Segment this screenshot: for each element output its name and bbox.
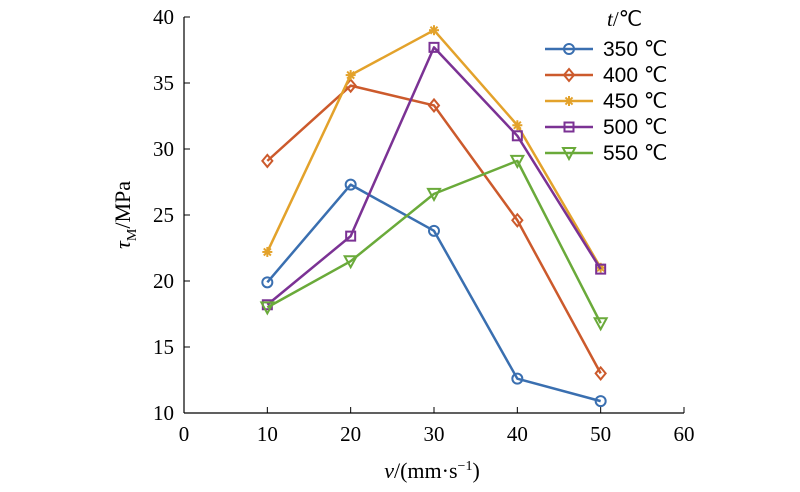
data-point xyxy=(259,301,276,316)
series-line xyxy=(266,159,602,324)
legend-label: 400 ℃ xyxy=(603,64,667,87)
y-axis-label: τM/MPa xyxy=(110,181,140,249)
legend-entry-3: 500 ℃ xyxy=(545,116,667,139)
x-tick-label: 40 xyxy=(507,422,528,446)
legend-label: 450 ℃ xyxy=(603,90,667,113)
data-point xyxy=(511,372,524,385)
data-point xyxy=(594,365,607,381)
x-tick-label: 20 xyxy=(340,422,361,446)
data-point xyxy=(428,224,440,237)
legend-entry-4: 550 ℃ xyxy=(545,142,667,165)
data-point xyxy=(426,187,442,202)
data-point xyxy=(428,41,440,53)
x-tick-label: 60 xyxy=(674,422,695,446)
data-point xyxy=(427,97,441,114)
series-4 xyxy=(259,154,609,332)
x-tick-label: 30 xyxy=(424,422,445,446)
data-point xyxy=(594,395,607,408)
asterisk-stroke xyxy=(263,247,272,257)
x-tick-label: 10 xyxy=(257,422,278,446)
data-point xyxy=(262,246,273,257)
legend-marker xyxy=(563,121,575,133)
y-tick-label: 25 xyxy=(153,203,174,227)
y-tick-label: 20 xyxy=(153,269,174,293)
data-point xyxy=(592,317,609,332)
x-tick-label: 0 xyxy=(179,422,190,446)
data-point xyxy=(345,230,357,242)
data-point xyxy=(342,255,359,270)
legend-marker xyxy=(564,96,574,106)
y-tick-label: 30 xyxy=(153,137,174,161)
asterisk-stroke xyxy=(429,25,439,35)
legend-entry-2: 450 ℃ xyxy=(545,90,667,113)
legend-marker xyxy=(561,147,577,162)
series-3 xyxy=(261,41,607,311)
asterisk-stroke xyxy=(346,70,355,80)
series-line xyxy=(266,84,602,374)
series-line xyxy=(266,183,601,403)
legend-marker xyxy=(563,43,575,55)
legend: 350 ℃ 400 ℃ 450 ℃ 500 ℃ 550 ℃ xyxy=(545,38,667,165)
data-point xyxy=(344,178,357,191)
data-point xyxy=(595,263,607,275)
data-point xyxy=(511,212,524,228)
legend-label: 550 ℃ xyxy=(603,142,667,165)
y-tick-label: 10 xyxy=(153,401,174,425)
x-tick-label: 50 xyxy=(590,422,611,446)
data-point xyxy=(261,276,274,289)
legend-marker xyxy=(562,67,576,83)
legend-entry-0: 350 ℃ xyxy=(545,38,667,61)
legend-entry-1: 400 ℃ xyxy=(545,64,667,87)
series-layer xyxy=(259,25,609,408)
y-tick-label: 15 xyxy=(153,335,174,359)
data-point xyxy=(509,154,526,169)
series-0 xyxy=(261,178,607,408)
data-point xyxy=(512,120,523,131)
legend-title: t/℃ xyxy=(607,7,642,31)
asterisk-stroke xyxy=(513,120,522,130)
x-axis-label: v/(mm·s−1) xyxy=(384,458,480,483)
legend-label: 350 ℃ xyxy=(603,38,667,61)
series-line xyxy=(266,46,602,306)
data-point xyxy=(511,130,523,142)
y-tick-label: 40 xyxy=(153,5,174,29)
data-point xyxy=(261,153,274,169)
asterisk-stroke xyxy=(564,96,574,106)
y-tick-label: 35 xyxy=(153,71,174,95)
legend-label: 500 ℃ xyxy=(603,116,667,139)
data-point xyxy=(429,25,439,36)
data-point xyxy=(345,70,356,81)
